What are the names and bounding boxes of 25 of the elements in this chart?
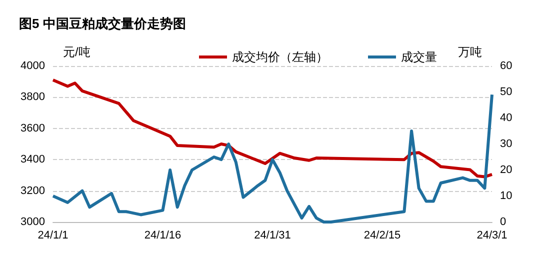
x-tick-label: 24/2/15 [364,230,401,242]
y2-tick-label: 0 [500,216,506,228]
y-tick-label: 3800 [20,91,45,104]
y2-axis-title: 万吨 [458,45,482,59]
legend-label: 成交均价（左轴） [232,50,328,64]
line-series [52,78,494,178]
y2-tick-label: 20 [500,164,512,176]
y-tick-label: 3000 [20,216,45,228]
y2-tick-label: 30 [500,138,512,150]
y-tick-label: 4000 [20,60,45,72]
legend-label: 成交量 [401,50,437,64]
x-tick-label: 24/3/1 [476,230,508,242]
x-tick-label: 24/1/1 [38,230,68,242]
y2-tick-label: 60 [500,60,512,72]
line-series [52,93,494,224]
y2-tick-label: 10 [500,190,512,202]
chart-title: 图5 中国豆粕成交量价走势图 [19,16,186,31]
y-tick-label: 3600 [20,122,45,134]
x-tick-label: 24/1/16 [144,230,182,242]
x-tick-label: 24/1/31 [254,230,291,242]
y-tick-label: 3400 [20,154,45,166]
y2-tick-label: 40 [500,112,512,124]
y-axis-title: 元/吨 [63,45,90,59]
y-tick-label: 3200 [20,184,45,197]
y2-tick-label: 50 [500,86,512,98]
